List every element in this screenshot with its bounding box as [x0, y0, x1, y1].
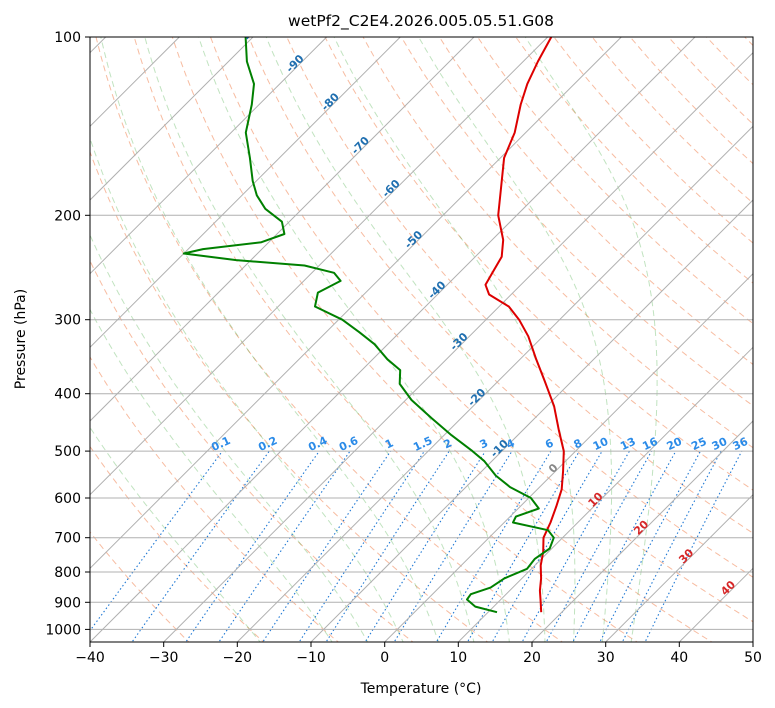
- isotherm: [605, 493, 753, 642]
- y-tick-label: 200: [54, 208, 81, 224]
- mixing-ratio-label: 30: [710, 435, 730, 453]
- x-axis-label: Temperature (°C): [360, 681, 482, 697]
- y-tick-label: 600: [54, 491, 81, 507]
- mixing-ratio-label: 25: [689, 435, 708, 453]
- y-axis-label: Pressure (hPa): [13, 289, 29, 389]
- x-tick-label: 10: [449, 650, 467, 666]
- y-tick-label: 400: [54, 387, 81, 403]
- dewpoint-profile: [182, 37, 555, 614]
- x-tick-label: 40: [670, 650, 688, 666]
- isotherm: [384, 272, 753, 642]
- y-tick-label: 300: [54, 313, 81, 329]
- axis-ticks: −40 −30 −20 −10 0 10 20 30 40 50 100 200 300 400 500 60…: [45, 30, 762, 666]
- isotherm: [90, 37, 549, 496]
- x-tick-label: 30: [597, 650, 615, 666]
- isotherm: [90, 37, 696, 642]
- x-tick-label: −20: [223, 650, 253, 666]
- grid-lines: [90, 37, 753, 642]
- y-tick-label: 1000: [45, 622, 81, 638]
- isotherm: [310, 199, 753, 642]
- mixing-ratio-line: [621, 450, 722, 642]
- isotherm: [90, 37, 254, 201]
- mixing-ratio-label: 10: [591, 435, 611, 453]
- mixing-ratio-lines: [90, 450, 743, 642]
- y-tick-label: 500: [54, 444, 81, 460]
- mixing-ratio-line: [466, 450, 580, 642]
- isotherm: [531, 420, 753, 642]
- isotherm: [90, 37, 401, 349]
- mixing-ratio-label: 13: [618, 435, 637, 453]
- dry-adiabat: [324, 37, 753, 491]
- mixing-ratio-line: [131, 450, 270, 642]
- dry-adiabat: [90, 259, 414, 642]
- mixing-ratio-line: [599, 450, 701, 642]
- x-tick-label: −30: [149, 650, 179, 666]
- isotherm: [90, 37, 475, 422]
- y-tick-label: 900: [54, 595, 81, 611]
- dry-adiabat: [362, 37, 753, 449]
- y-tick-label: 800: [54, 565, 81, 581]
- sounding-profiles: [182, 37, 565, 614]
- mixing-ratio-label: 16: [640, 435, 660, 453]
- mixing-ratio-label: 20: [665, 435, 685, 453]
- x-tick-label: 0: [380, 650, 389, 666]
- x-tick-label: 50: [744, 650, 762, 666]
- mixing-ratio-line: [325, 450, 450, 642]
- dry-adiabat: [438, 37, 753, 365]
- mixing-ratio-line: [393, 450, 513, 642]
- plot-frame: [89, 36, 754, 643]
- isotherm: [457, 346, 753, 642]
- mixing-ratio-line: [218, 450, 351, 642]
- mixing-ratio-line: [90, 450, 223, 632]
- mixing-ratio-label: 36: [731, 435, 751, 453]
- isotherm: [90, 37, 622, 570]
- plot-area: 0.10.20.40.611.52346810131620253036-100-…: [90, 37, 753, 642]
- mixing-ratio-line: [185, 450, 320, 642]
- temperature-profile: [484, 37, 565, 613]
- isotherm: [163, 51, 753, 642]
- dry-adiabat: [400, 37, 753, 407]
- isotherm: [236, 125, 753, 642]
- mixing-ratio-line: [572, 450, 677, 642]
- moist-adiabat: [90, 233, 369, 642]
- chart-title: wetPf2_C2E4.2026.005.05.51.G08: [288, 12, 554, 31]
- y-tick-label: 100: [54, 30, 81, 46]
- x-tick-label: −10: [296, 650, 326, 666]
- x-tick-label: −40: [75, 650, 105, 666]
- dry-adiabat: [477, 37, 753, 325]
- dry-adiabat: [248, 37, 753, 578]
- x-tick-label: 20: [523, 650, 541, 666]
- isotherm: [90, 37, 328, 275]
- mixing-ratio-line: [298, 450, 425, 642]
- mixing-ratio-line: [262, 450, 392, 642]
- y-tick-label: 700: [54, 531, 81, 547]
- dry-adiabat: [286, 37, 753, 534]
